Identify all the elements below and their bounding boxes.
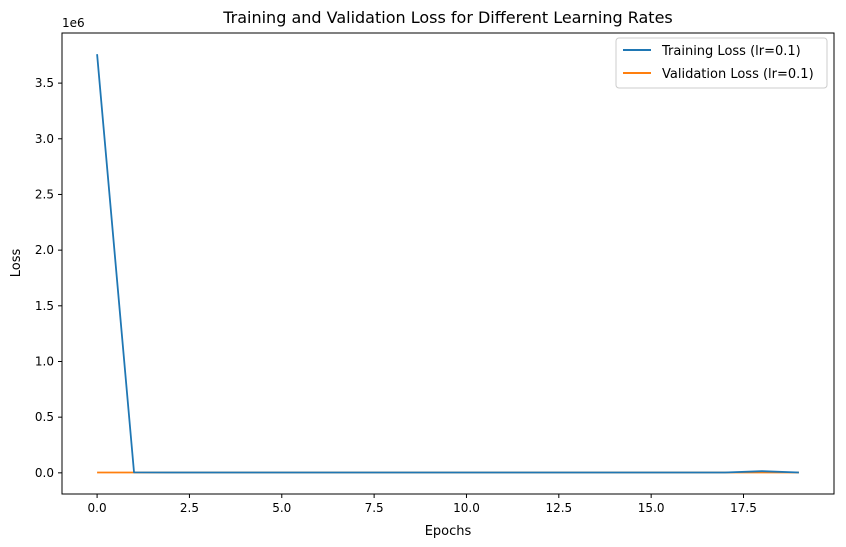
y-tick-label: 3.5 — [35, 76, 54, 90]
y-tick-label: 2.5 — [35, 187, 54, 201]
y-axis-ticks: 0.0 0.5 1.0 1.5 2.0 2.5 3.0 3.5 — [35, 76, 62, 480]
y-tick-label: 1.5 — [35, 299, 54, 313]
x-axis-ticks: 0.0 2.5 5.0 7.5 10.0 12.5 15.0 17.5 — [88, 494, 757, 515]
plot-area: 0.0 2.5 5.0 7.5 10.0 12.5 15.0 17.5 0.0 0.5 1.0 1.… — [35, 32, 835, 515]
y-tick-label: 0.5 — [35, 410, 54, 424]
legend-label-validation: Validation Loss (lr=0.1) — [662, 67, 814, 82]
y-axis-label: Loss — [9, 249, 24, 278]
y-tick-label: 1.0 — [35, 354, 54, 368]
y-offset-label: 1e6 — [62, 16, 85, 30]
x-tick-label: 5.0 — [272, 501, 291, 515]
plot-frame — [61, 32, 835, 495]
y-tick-label: 2.0 — [35, 243, 54, 257]
x-axis-label: Epochs — [425, 524, 472, 539]
x-tick-label: 12.5 — [545, 501, 572, 515]
chart-title: Training and Validation Loss for Differe… — [222, 8, 673, 27]
x-tick-label: 2.5 — [180, 501, 199, 515]
series-line-training — [96, 54, 799, 474]
series-lines — [96, 54, 799, 474]
legend-box — [615, 37, 828, 89]
y-tick-label: 0.0 — [35, 466, 54, 480]
x-tick-label: 17.5 — [730, 501, 757, 515]
x-tick-label: 7.5 — [365, 501, 384, 515]
legend-label-training: Training Loss (lr=0.1) — [661, 44, 801, 59]
x-tick-label: 0.0 — [88, 501, 107, 515]
x-tick-label: 15.0 — [638, 501, 665, 515]
legend: Training Loss (lr=0.1) Validation Loss (… — [615, 37, 828, 89]
x-tick-label: 10.0 — [453, 501, 480, 515]
y-tick-label: 3.0 — [35, 132, 54, 146]
